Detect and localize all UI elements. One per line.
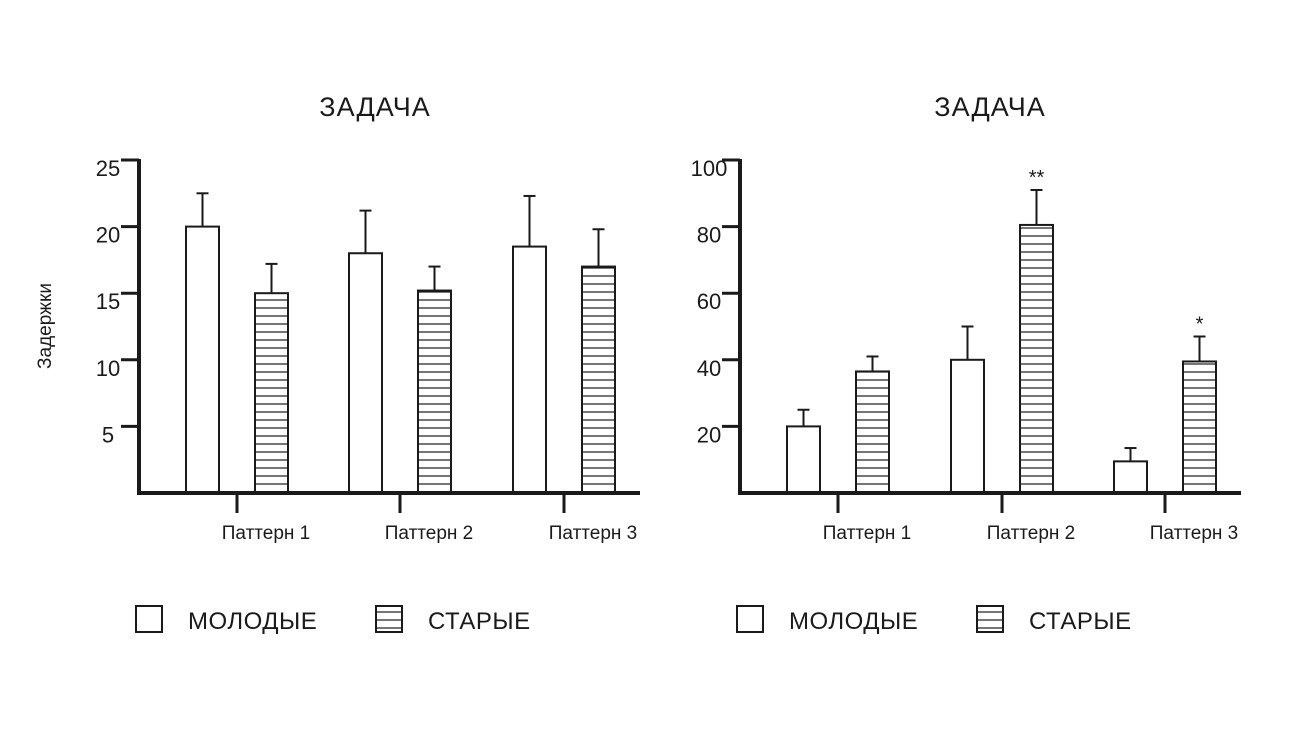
chart-right-category-label-1: Паттерн 1 [823, 523, 911, 544]
chart-right-bar-young-2 [950, 358, 985, 494]
chart-left-y-tick-label-2: 10 [96, 356, 120, 381]
chart-left: ЗАДАЧА Задержки 5 10 15 20 25 Паттерн 1 Паттер… [35, 92, 640, 544]
legend-left: МОЛОДЫЕ СТАРЫЕ [135, 605, 531, 635]
chart-left-bar-young-3 [512, 245, 547, 494]
legend-right-young-label: МОЛОДЫЕ [789, 608, 918, 635]
legend-left-old-swatch [375, 605, 403, 633]
chart-right-bar-old-1 [855, 370, 890, 494]
chart-right-bar-old-2 [1019, 223, 1054, 494]
chart-left-category-label-2: Паттерн 2 [385, 523, 473, 544]
chart-left-y-axis-label: Задержки [35, 283, 56, 369]
chart-left-plot: 5 10 15 20 25 Паттерн 1 Паттерн 2 Паттерн 3 [96, 156, 640, 544]
chart-right-significance-1: ** [1029, 167, 1045, 189]
chart-left-category-label-1: Паттерн 1 [222, 523, 310, 544]
legend-left-young-swatch [135, 605, 163, 633]
chart-right-bar-young-3 [1113, 460, 1148, 494]
chart-right-bar-young-1 [786, 425, 821, 494]
chart-left-y-tick-label-1: 5 [102, 422, 114, 447]
chart-right-bar-old-3 [1182, 360, 1217, 494]
chart-left-title: ЗАДАЧА [319, 92, 430, 122]
legend-left-old-label: СТАРЫЕ [428, 608, 531, 635]
chart-left-bar-old-2 [417, 289, 452, 495]
chart-left-y-tick-label-3: 15 [96, 289, 120, 314]
legend-left-young-label: МОЛОДЫЕ [188, 608, 317, 635]
chart-right-category-label-3: Паттерн 3 [1150, 523, 1238, 544]
chart-left-y-tick-label-4: 20 [96, 223, 120, 248]
chart-right-title: ЗАДАЧА [934, 92, 1045, 122]
chart-left-category-label-3: Паттерн 3 [549, 523, 637, 544]
chart-left-bar-young-2 [348, 252, 383, 494]
chart-right-y-tick-label-5: 100 [691, 156, 728, 181]
chart-right-y-tick-label-2: 40 [697, 356, 721, 381]
legend-right-old-swatch [976, 605, 1004, 633]
chart-right-category-label-2: Паттерн 2 [987, 523, 1075, 544]
chart-right-significance-2: * [1196, 313, 1204, 335]
legend-right-young-swatch [736, 605, 764, 633]
legend-right: МОЛОДЫЕ СТАРЫЕ [736, 605, 1132, 635]
chart-left-bar-young-1 [185, 225, 220, 494]
chart-right-y-tick-label-1: 20 [697, 422, 721, 447]
legend-right-old-label: СТАРЫЕ [1029, 608, 1132, 635]
chart-left-bar-old-1 [254, 292, 289, 495]
chart-left-bar-old-3 [581, 265, 616, 494]
chart-right-y-tick-label-3: 60 [697, 289, 721, 314]
chart-left-y-tick-label-5: 25 [96, 156, 120, 181]
chart-right-y-tick-label-4: 80 [697, 223, 721, 248]
